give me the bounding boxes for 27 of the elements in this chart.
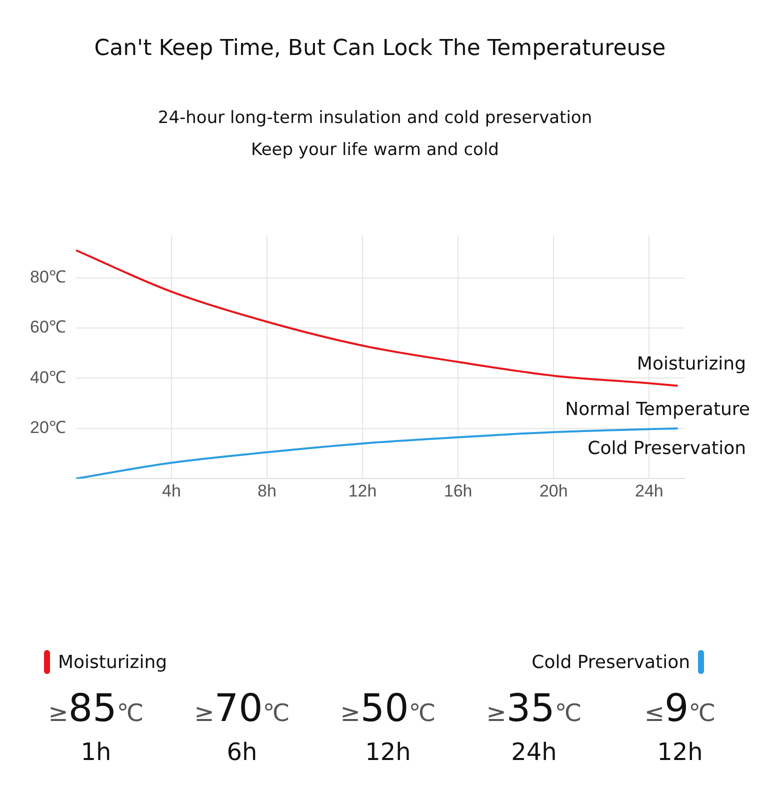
x-tick-label: 24h — [634, 481, 664, 500]
legend-label: Moisturizing — [58, 652, 168, 672]
x-tick-label: 8h — [258, 481, 276, 500]
y-tick-label: 60℃ — [30, 318, 66, 337]
text: 12h — [364, 738, 412, 766]
text: 6h — [226, 738, 258, 766]
x-tick-label: 4h — [162, 481, 181, 500]
text: ≥50℃ — [340, 686, 436, 730]
text: Cold Preservation — [532, 652, 690, 672]
x-tick-label: 12h — [348, 481, 377, 500]
x-tick-label: 16h — [444, 481, 472, 500]
text: ≥85℃ — [48, 686, 144, 730]
text: Moisturizing — [636, 353, 746, 374]
text: 1h — [80, 738, 112, 766]
text: 12h — [656, 738, 704, 766]
text: 24h — [510, 738, 558, 766]
chart-title: Can't Keep Time, But Can Lock The Temperatureuse — [93, 36, 667, 61]
text: ≥70℃ — [194, 686, 290, 730]
annotation: Normal Temperature — [565, 398, 750, 420]
y-tick-label: 40℃ — [30, 368, 66, 387]
text: ≥35℃ — [486, 686, 582, 730]
series-label: Cold Preservation — [588, 438, 746, 460]
y-tick-label: 20℃ — [30, 418, 66, 438]
text: ≤9℃ — [644, 686, 716, 730]
x-tick-label: 20h — [539, 481, 568, 500]
chart-subtitle: 24-hour long-term insulation and cold preservation Keep your life warm and cold — [156, 107, 594, 162]
y-tick-label: 80℃ — [30, 268, 66, 287]
